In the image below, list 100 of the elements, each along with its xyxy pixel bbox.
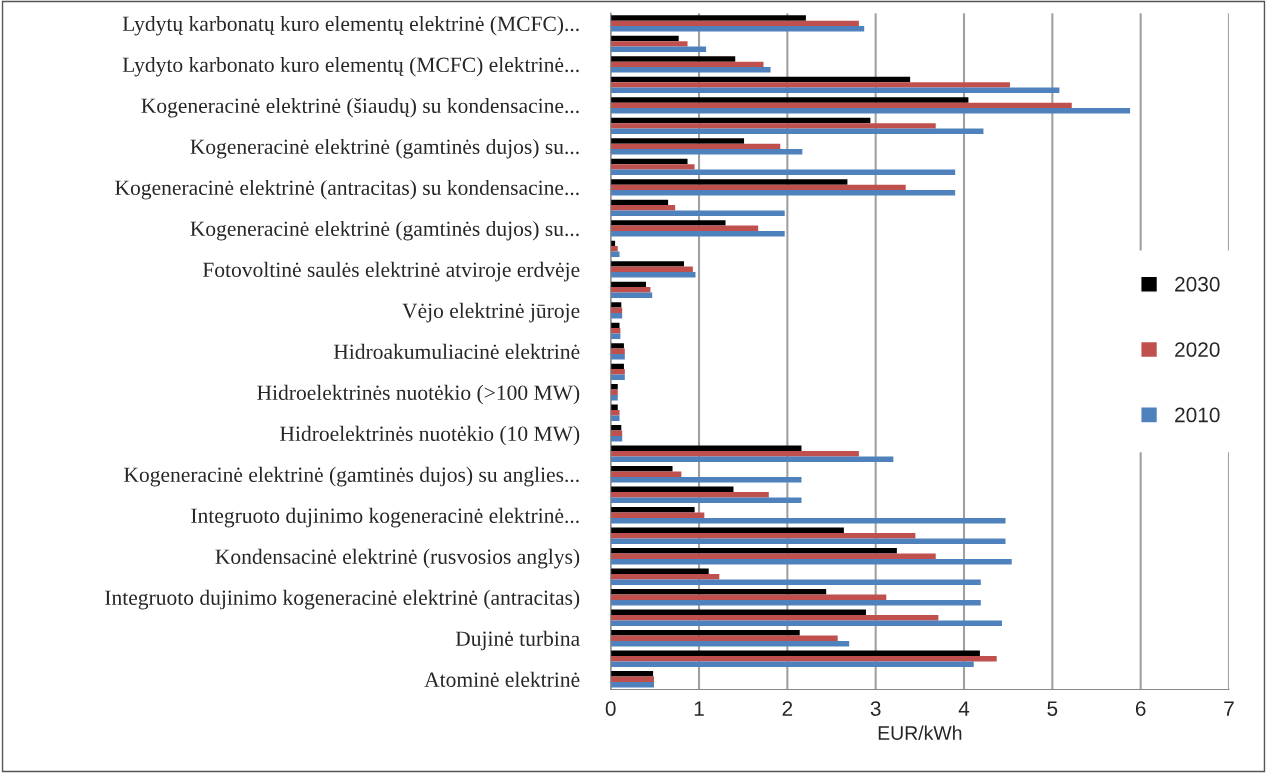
y-tick-label: Dujinė turbina (455, 630, 580, 651)
bar (610, 97, 969, 103)
y-tick-label: Integruoto dujinimo kogeneracinė elektrinė (antracitas) (105, 589, 580, 610)
bar (610, 272, 696, 278)
bar (610, 527, 844, 534)
y-tick-label: Hidroelektrinės nuotėkio (>100 MW) (257, 384, 580, 405)
bar (610, 76, 911, 83)
x-tick-label: 1 (694, 701, 704, 716)
bar (610, 67, 771, 73)
bar (610, 548, 897, 554)
bar (610, 671, 654, 677)
bar (610, 179, 848, 185)
bar (610, 313, 623, 319)
bar (610, 184, 906, 191)
bar (610, 661, 974, 667)
bar (610, 451, 859, 457)
bar (610, 589, 827, 595)
bar (610, 676, 654, 682)
bar (610, 102, 1072, 109)
bar (610, 389, 618, 396)
bar (610, 210, 785, 217)
bar (610, 138, 745, 144)
bar (610, 415, 620, 422)
bar (610, 292, 653, 299)
y-tick-label: Kogeneracinė elektrinė (antracitas) su kondensacine... (115, 179, 579, 200)
bar (610, 220, 726, 226)
y-tick-label: Hidroelektrinės nuotėkio (10 MW) (280, 425, 580, 446)
bar (610, 579, 981, 585)
bar (610, 369, 625, 375)
bar (610, 445, 802, 452)
x-axis-title: EUR/kWh (878, 725, 962, 740)
y-tick-label: Vėjo elektrinė jūroje (402, 302, 580, 323)
bar (610, 533, 916, 539)
bar (610, 635, 838, 642)
bar (610, 56, 736, 62)
bar (610, 574, 720, 580)
y-tick-label: Lydyto karbonato kuro elementų (MCFC) elektrinė... (122, 56, 579, 77)
bar (610, 205, 676, 211)
bar (610, 128, 984, 135)
bar (610, 87, 1060, 94)
bar (610, 231, 785, 237)
bar (610, 61, 764, 68)
bar (610, 559, 1012, 565)
bar (610, 82, 1010, 88)
bar (610, 553, 936, 560)
x-tick-label: 7 (1224, 701, 1234, 716)
bar (610, 354, 625, 360)
bar (610, 143, 781, 150)
bar (610, 158, 688, 165)
legend-label: 2030 (1175, 276, 1220, 292)
bar (610, 630, 800, 636)
bar (610, 650, 980, 657)
bar (610, 302, 622, 308)
y-tick-label: Kondensacinė elektrinė (rusvosios anglys) (215, 548, 580, 569)
bar (610, 471, 682, 478)
bar (610, 164, 695, 170)
bar (610, 108, 1131, 114)
bar (610, 436, 623, 442)
bar (610, 425, 622, 431)
y-tick-label: Kogeneracinė elektrinė (gamtinės dujos) su... (190, 220, 579, 241)
x-tick-label: 2 (782, 701, 793, 716)
bar (610, 641, 850, 647)
bar (610, 123, 936, 129)
bar (610, 20, 859, 27)
bar (610, 374, 625, 381)
x-tick-label: 0 (605, 701, 616, 716)
bar (610, 15, 806, 21)
bar (610, 225, 759, 232)
bar (610, 35, 679, 42)
y-tick-label: Integruoto dujinimo kogeneracinė elektrinė... (191, 507, 579, 528)
bar (610, 518, 1006, 524)
bar (610, 486, 734, 493)
y-tick-label: Kogeneracinė elektrinė (gamtinės dujos) su anglies... (124, 466, 579, 487)
bar (610, 348, 625, 355)
bar (610, 363, 624, 370)
bar (610, 512, 705, 519)
bar (610, 117, 871, 124)
bar (610, 594, 887, 601)
y-tick-label: Fotovoltinė saulės elektrinė atviroje erdvėje (202, 261, 580, 282)
bar (610, 497, 802, 503)
bar (610, 46, 707, 53)
bar (610, 322, 620, 329)
bar (610, 199, 669, 206)
bar (610, 477, 802, 483)
bar (610, 456, 894, 463)
y-tick-label: Hidroakumuliacinė elektrinė (333, 343, 580, 360)
y-tick-label: Kogeneracinė elektrinė (gamtinės dujos) su... (190, 138, 579, 159)
bar (610, 410, 620, 416)
y-tick-label: Atominė elektrinė (424, 671, 580, 687)
x-tick-label: 6 (1135, 701, 1146, 716)
bar (610, 600, 981, 606)
bar (610, 343, 624, 349)
bar (610, 287, 651, 293)
bar (610, 26, 865, 32)
y-tick-label: Kogeneracinė elektrinė (šiaudų) su kondensacine... (141, 97, 579, 118)
x-tick-label: 5 (1047, 701, 1058, 716)
y-tick-label: Lydytų karbonatų kuro elementų elektrinė (MCFC)... (122, 15, 579, 36)
bar (610, 169, 956, 176)
bar (610, 266, 693, 273)
bar (610, 568, 709, 575)
